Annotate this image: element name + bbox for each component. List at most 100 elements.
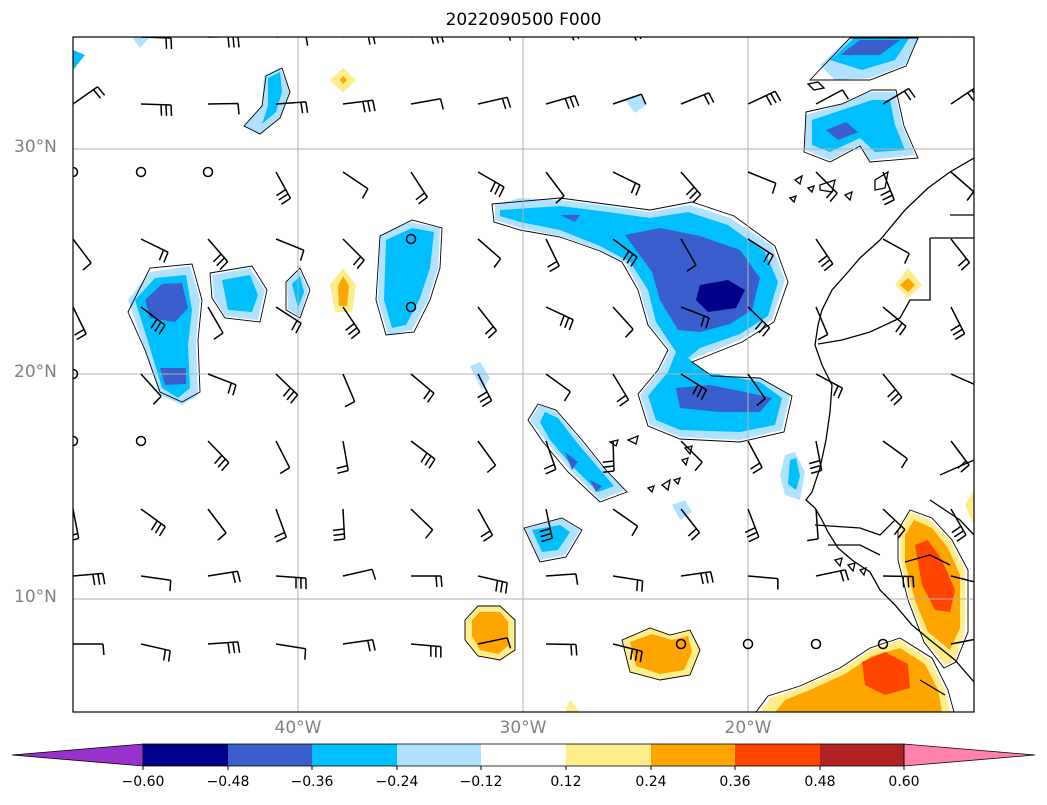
colorbar-extend-high (903, 743, 1036, 767)
wind-barb (477, 96, 512, 110)
wind-barb (882, 508, 906, 539)
calm-wind-marker (202, 166, 214, 178)
wind-barb (882, 440, 908, 469)
wind-barb (410, 98, 445, 110)
wind-barb (545, 373, 571, 402)
wind-barb (140, 103, 173, 117)
wind-barb (342, 306, 361, 340)
wind-barb (73, 643, 105, 656)
wind-barb (140, 238, 169, 263)
colorbar-segment (651, 744, 736, 766)
wind-barb (612, 171, 641, 196)
wind-barb (882, 373, 903, 406)
wind-barb (545, 306, 574, 331)
colorbar-tick-label: 0.48 (804, 774, 836, 790)
wind-barb (207, 102, 240, 115)
colorbar-tick-label: −0.12 (459, 774, 503, 790)
calm-wind-marker (877, 638, 889, 650)
wind-barb (612, 373, 630, 407)
wind-barb (207, 373, 237, 396)
wind-barb (807, 508, 819, 542)
colorbar-tick-label: 0.60 (888, 774, 920, 790)
colorbar-segment (820, 744, 905, 766)
wind-barb (207, 306, 224, 340)
calm-wind-marker (73, 435, 79, 447)
wind-barb (477, 508, 494, 542)
wind-barb (612, 306, 634, 338)
coastlines (608, 81, 974, 696)
calm-wind-marker (73, 166, 79, 178)
wind-barb (73, 306, 87, 341)
wind-barb (747, 171, 777, 194)
wind-barb (950, 306, 966, 341)
wind-barb (336, 440, 349, 475)
colorbar-segment (481, 744, 566, 766)
wind-barb (73, 86, 106, 105)
wind-barb (140, 373, 162, 405)
wind-barb (680, 373, 708, 401)
colorbar-segment (228, 744, 313, 766)
wind-barb (950, 508, 967, 542)
wind-barb (612, 238, 638, 267)
wind-barb (411, 575, 443, 588)
wind-barb (477, 373, 493, 408)
lon-label-20w: 20°W (724, 718, 772, 738)
wind-barb (207, 238, 229, 271)
calm-wind-marker (405, 301, 417, 313)
wind-barb (275, 575, 307, 590)
positive-anomaly-areas (330, 68, 974, 712)
wind-barb (410, 643, 442, 658)
wind-barb (140, 508, 166, 537)
wind-barb (880, 171, 895, 206)
wind-barb (207, 570, 241, 583)
wind-barb (612, 93, 647, 105)
wind-barb (612, 508, 639, 537)
wind-barb (477, 637, 512, 649)
wind-barb (333, 508, 346, 542)
calm-wind-marker (405, 233, 417, 245)
wind-barb (612, 643, 643, 663)
wind-barb (342, 373, 356, 408)
wind-barb (342, 171, 369, 199)
wind-barb (207, 641, 241, 654)
wind-barb (950, 638, 974, 645)
lat-label-10n: 10°N (14, 587, 57, 607)
calm-wind-marker (135, 435, 147, 447)
wind-barb (410, 508, 434, 539)
wind-barb (410, 440, 436, 469)
wind-barb (680, 238, 697, 272)
wind-barb (950, 440, 970, 473)
lat-label-30n: 30°N (14, 137, 57, 157)
wind-barb (680, 508, 701, 541)
wind-barb (612, 575, 644, 592)
wind-barb (478, 37, 512, 41)
wind-barb (140, 306, 166, 335)
wind-barb (950, 238, 971, 271)
wind-barb (275, 373, 299, 404)
wind-barb (815, 569, 850, 582)
colorbar-segment (566, 744, 651, 766)
wind-barb (744, 508, 760, 543)
wind-barb (815, 238, 834, 272)
colorbar-tick-label: 0.12 (550, 774, 582, 790)
wind-barb (747, 238, 774, 266)
wind-barb (477, 306, 498, 339)
wind-barb (747, 575, 779, 590)
colorbar-tick-label: −0.48 (206, 774, 250, 790)
map-title: 2022090500 F000 (445, 10, 602, 30)
wind-barb (747, 306, 771, 337)
calm-wind-marker (135, 166, 147, 178)
wind-barb (680, 171, 702, 204)
wind-barb (207, 440, 230, 472)
calm-wind-marker (675, 638, 687, 650)
wind-barb (545, 643, 578, 656)
wind-barb (342, 238, 365, 270)
wind-barb (680, 440, 703, 472)
wind-barb (545, 238, 560, 273)
contour-lines (127, 37, 969, 712)
wind-barb (477, 440, 497, 473)
colorbar-tick-label: −0.36 (290, 774, 334, 790)
wind-barb (545, 171, 565, 204)
wind-barb (950, 171, 974, 201)
